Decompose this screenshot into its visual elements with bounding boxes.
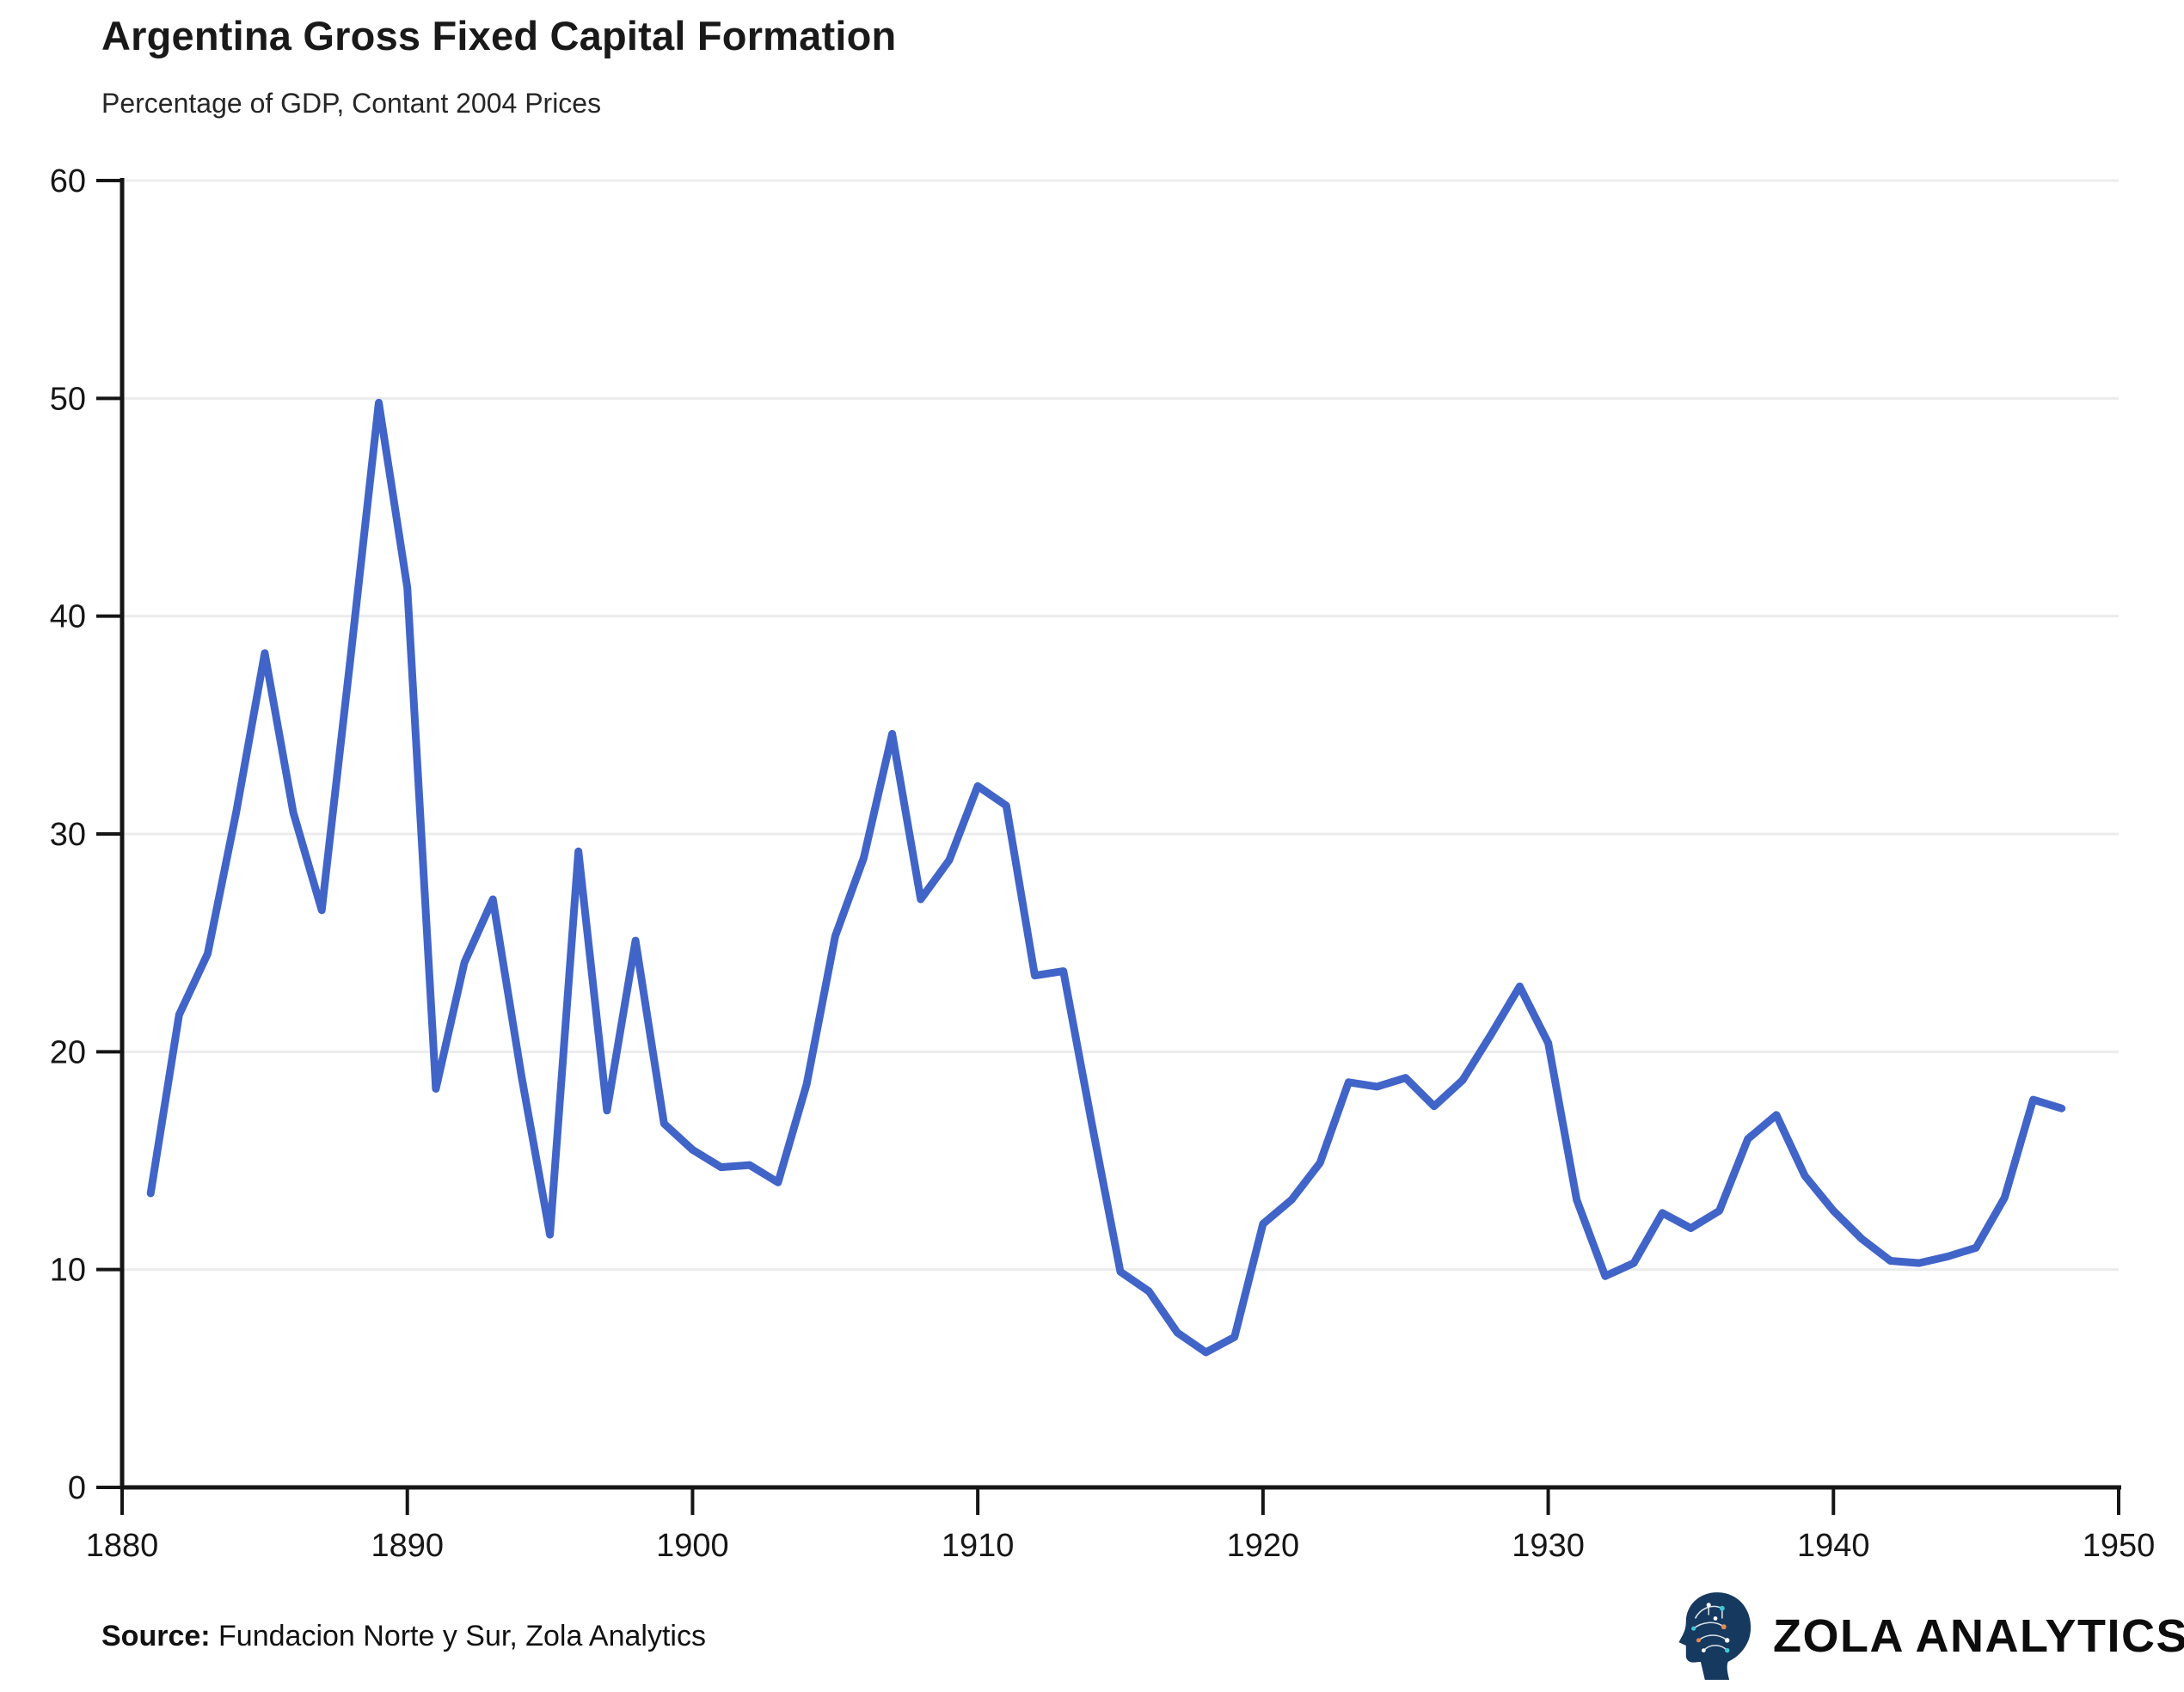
source-note: Source: Fundacion Norte y Sur, Zola Anal… bbox=[101, 1620, 706, 1653]
brand-block: ZOLA ANALYTICS bbox=[1678, 1586, 2184, 1685]
x-tick-label-1940: 1940 bbox=[1797, 1528, 1870, 1564]
data-series-line bbox=[146, 398, 2066, 1357]
y-tick-label-10: 10 bbox=[50, 1253, 86, 1289]
x-tick-label-1950: 1950 bbox=[2083, 1528, 2156, 1564]
logo-circuit-dots bbox=[1691, 1602, 1730, 1652]
y-tick-label-30: 30 bbox=[50, 817, 86, 853]
logo-head-silhouette bbox=[1678, 1591, 1751, 1680]
x-tick-label-1930: 1930 bbox=[1512, 1528, 1585, 1564]
y-tick-label-40: 40 bbox=[50, 599, 86, 635]
x-tick-label-1910: 1910 bbox=[942, 1528, 1015, 1564]
source-label: Source: bbox=[101, 1620, 211, 1652]
y-tick-label-50: 50 bbox=[50, 381, 86, 417]
source-text: Fundacion Norte y Sur, Zola Analytics bbox=[210, 1620, 706, 1652]
x-tick-label-1900: 1900 bbox=[656, 1528, 729, 1564]
brand-name: ZOLA ANALYTICS bbox=[1773, 1609, 2184, 1662]
y-tick-label-60: 60 bbox=[50, 163, 86, 199]
page-title: Argentina Gross Fixed Capital Formation bbox=[101, 13, 897, 58]
x-tick-label-1920: 1920 bbox=[1227, 1528, 1300, 1564]
page-subtitle: Percentage of GDP, Contant 2004 Prices bbox=[101, 88, 602, 119]
zola-head-logo-icon bbox=[1678, 1591, 1751, 1680]
x-tick-label-1890: 1890 bbox=[371, 1528, 444, 1564]
y-tick-label-0: 0 bbox=[68, 1470, 86, 1506]
x-tick-label-1880: 1880 bbox=[86, 1528, 159, 1564]
y-tick-label-20: 20 bbox=[50, 1034, 86, 1070]
